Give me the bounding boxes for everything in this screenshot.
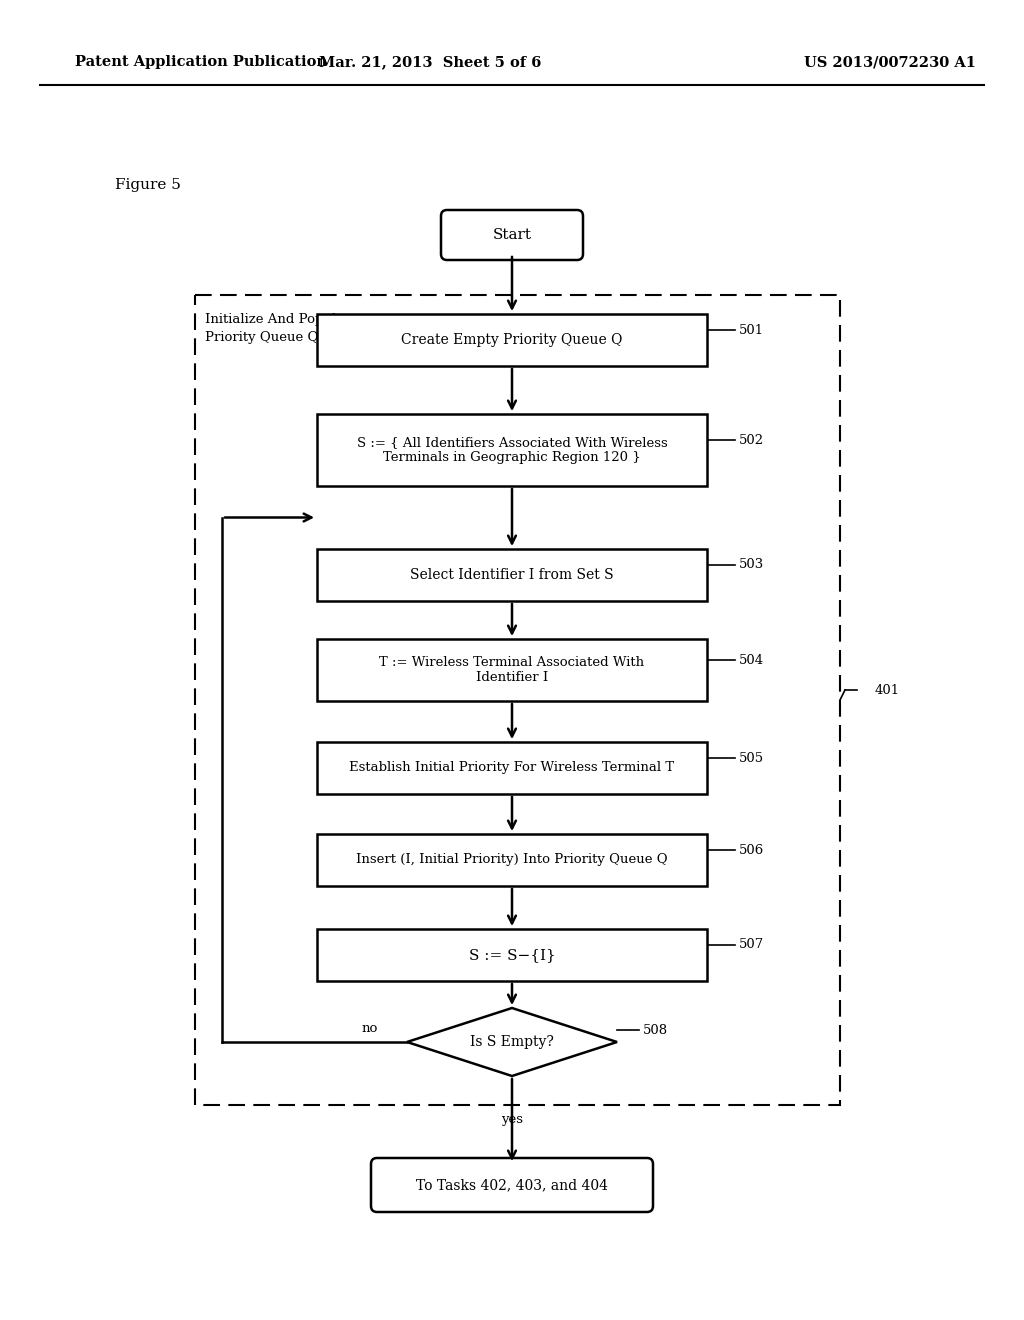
Text: Patent Application Publication: Patent Application Publication (75, 55, 327, 69)
Text: Create Empty Priority Queue Q: Create Empty Priority Queue Q (401, 333, 623, 347)
Text: Initialize And Populate: Initialize And Populate (205, 314, 357, 326)
Text: 506: 506 (739, 843, 764, 857)
Polygon shape (407, 1008, 617, 1076)
Text: Mar. 21, 2013  Sheet 5 of 6: Mar. 21, 2013 Sheet 5 of 6 (318, 55, 542, 69)
FancyBboxPatch shape (317, 742, 707, 795)
Text: yes: yes (501, 1114, 523, 1126)
Text: Establish Initial Priority For Wireless Terminal T: Establish Initial Priority For Wireless … (349, 762, 675, 775)
Text: 501: 501 (739, 323, 764, 337)
FancyBboxPatch shape (317, 639, 707, 701)
Text: S := S−{I}: S := S−{I} (469, 948, 555, 962)
Text: T := Wireless Terminal Associated With
Identifier I: T := Wireless Terminal Associated With I… (380, 656, 644, 684)
FancyBboxPatch shape (441, 210, 583, 260)
Text: Start: Start (493, 228, 531, 242)
FancyBboxPatch shape (317, 834, 707, 886)
FancyBboxPatch shape (317, 549, 707, 601)
Text: 502: 502 (739, 433, 764, 446)
Text: US 2013/0072230 A1: US 2013/0072230 A1 (804, 55, 976, 69)
Text: 505: 505 (739, 751, 764, 764)
Text: Select Identifier I from Set S: Select Identifier I from Set S (411, 568, 613, 582)
Text: Priority Queue Q: Priority Queue Q (205, 331, 318, 345)
FancyBboxPatch shape (371, 1158, 653, 1212)
FancyBboxPatch shape (317, 314, 707, 366)
FancyBboxPatch shape (317, 414, 707, 486)
Text: 507: 507 (739, 939, 764, 952)
Text: 508: 508 (643, 1023, 668, 1036)
Text: Insert (I, Initial Priority) Into Priority Queue Q: Insert (I, Initial Priority) Into Priori… (356, 854, 668, 866)
Text: 503: 503 (739, 558, 764, 572)
Text: 401: 401 (874, 684, 900, 697)
FancyBboxPatch shape (317, 929, 707, 981)
Text: To Tasks 402, 403, and 404: To Tasks 402, 403, and 404 (416, 1177, 608, 1192)
Text: no: no (361, 1022, 378, 1035)
Text: S := { All Identifiers Associated With Wireless
Terminals in Geographic Region 1: S := { All Identifiers Associated With W… (356, 436, 668, 465)
Text: 504: 504 (739, 653, 764, 667)
Text: Is S Empty?: Is S Empty? (470, 1035, 554, 1049)
Text: Figure 5: Figure 5 (115, 178, 181, 191)
